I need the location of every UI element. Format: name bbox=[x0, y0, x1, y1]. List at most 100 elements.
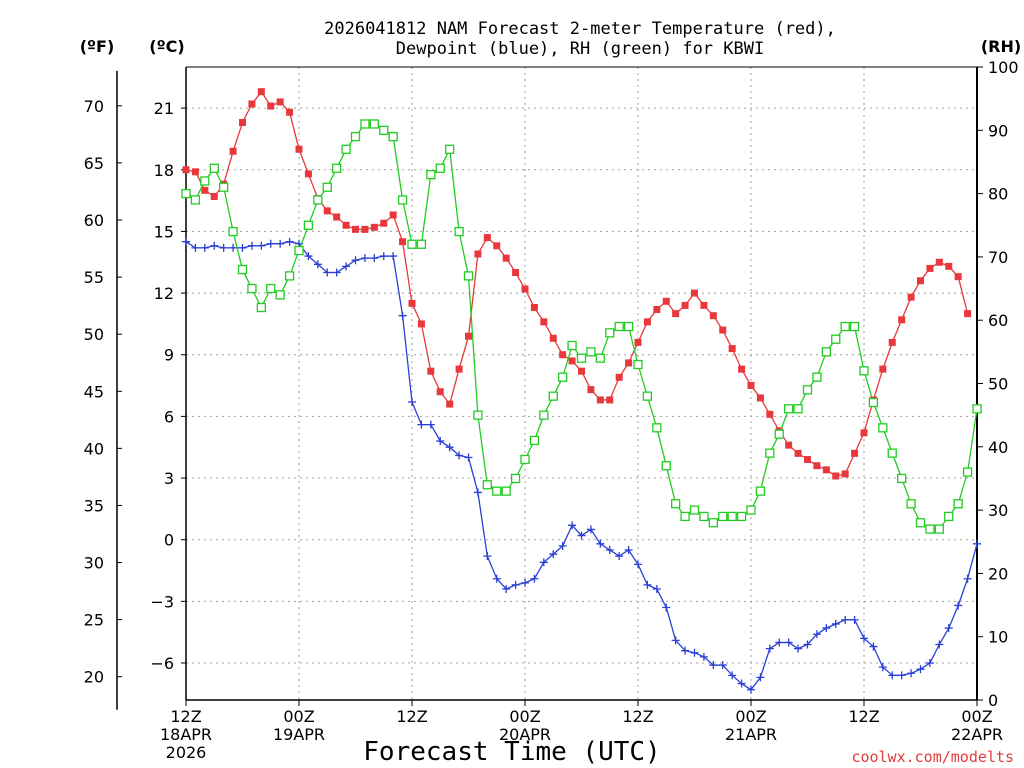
celsius-unit-label: (ºC) bbox=[149, 37, 184, 56]
celsius-tick-label-0: 21 bbox=[154, 99, 174, 118]
rh-point-33 bbox=[492, 486, 502, 496]
temperature-point-71 bbox=[851, 449, 859, 457]
dewpoint-point-37 bbox=[530, 574, 539, 583]
rh-point-47 bbox=[623, 321, 634, 332]
dewpoint-point-77 bbox=[907, 669, 916, 678]
temperature-point-78 bbox=[917, 277, 924, 285]
fahrenheit-tick-label-5: 45 bbox=[84, 382, 104, 401]
temperature-point-81 bbox=[945, 262, 953, 270]
temperature-point-55 bbox=[700, 301, 708, 309]
temperature-point-17 bbox=[342, 221, 350, 229]
rh-point-1 bbox=[190, 195, 201, 205]
temperature-point-68 bbox=[822, 466, 830, 474]
rh-point-39 bbox=[548, 391, 558, 401]
celsius-tick-label-2: 15 bbox=[154, 222, 174, 241]
temperature-point-16 bbox=[333, 213, 341, 221]
dewpoint-point-41 bbox=[568, 521, 577, 530]
fahrenheit-tick-label-10: 20 bbox=[84, 668, 104, 687]
rh-point-28 bbox=[445, 144, 455, 154]
temperature-point-57 bbox=[719, 326, 727, 334]
temperature-point-59 bbox=[738, 365, 746, 373]
temperature-point-70 bbox=[841, 470, 849, 478]
x-tick-label-1-1: 19APR bbox=[273, 725, 325, 744]
temperature-point-34 bbox=[502, 254, 510, 262]
dewpoint-point-60 bbox=[747, 685, 755, 694]
rh-point-40 bbox=[558, 372, 568, 382]
dewpoint-point-67 bbox=[812, 630, 821, 639]
dewpoint-point-20 bbox=[370, 254, 379, 263]
dewpoint-point-1 bbox=[191, 243, 200, 252]
celsius-tick-label-5: 6 bbox=[164, 407, 174, 426]
dewpoint-point-49 bbox=[643, 580, 652, 589]
rh-point-43 bbox=[586, 347, 596, 357]
dewpoint-point-64 bbox=[784, 638, 793, 647]
temperature-point-53 bbox=[681, 301, 689, 309]
dewpoint-line bbox=[185, 241, 978, 691]
temperature-point-69 bbox=[832, 472, 840, 480]
dewpoint-point-50 bbox=[652, 585, 661, 594]
rh-point-0 bbox=[181, 188, 191, 199]
dewpoint-point-17 bbox=[342, 262, 351, 271]
rh-point-26 bbox=[426, 169, 436, 180]
chart-title: 2026041812 NAM Forecast 2-meter Temperat… bbox=[324, 19, 836, 59]
dewpoint-point-46 bbox=[615, 552, 624, 561]
rh-point-34 bbox=[501, 486, 511, 496]
rh-point-21 bbox=[379, 125, 389, 135]
temperature-point-32 bbox=[483, 234, 491, 242]
temperature-point-23 bbox=[399, 238, 407, 246]
rh-point-37 bbox=[529, 435, 540, 446]
dewpoint-point-45 bbox=[605, 545, 614, 554]
rh-point-16 bbox=[332, 163, 342, 173]
dewpoint-point-30 bbox=[464, 453, 473, 462]
rh-point-27 bbox=[435, 163, 445, 173]
temperature-point-66 bbox=[804, 456, 811, 464]
rh-point-24 bbox=[407, 239, 417, 249]
temperature-point-76 bbox=[898, 316, 906, 324]
temperature-series bbox=[182, 88, 972, 480]
temperature-point-82 bbox=[954, 273, 962, 281]
temperature-point-26 bbox=[427, 367, 435, 375]
rh-point-41 bbox=[567, 340, 577, 351]
rh-tick-label-5: 50 bbox=[988, 375, 1008, 394]
dewpoint-point-19 bbox=[360, 254, 369, 263]
temperature-point-9 bbox=[267, 102, 275, 110]
temperature-point-54 bbox=[691, 289, 698, 297]
rh-point-73 bbox=[868, 397, 879, 408]
x-tick-label-0-0: 12Z bbox=[170, 707, 201, 726]
dewpoint-point-29 bbox=[455, 451, 464, 460]
temperature-point-40 bbox=[559, 351, 567, 359]
dewpoint-point-82 bbox=[954, 601, 963, 610]
temperature-point-8 bbox=[257, 88, 265, 96]
celsius-tick-label-3: 12 bbox=[154, 284, 174, 303]
rh-point-50 bbox=[652, 423, 662, 433]
dewpoint-point-36 bbox=[521, 578, 529, 587]
temperature-point-56 bbox=[709, 312, 717, 320]
temperature-point-15 bbox=[323, 207, 331, 215]
rh-point-64 bbox=[784, 404, 794, 414]
temperature-point-37 bbox=[530, 303, 538, 311]
rh-point-77 bbox=[906, 499, 916, 509]
rh-point-3 bbox=[209, 163, 219, 173]
celsius-tick-label-8: −3 bbox=[150, 592, 174, 611]
dewpoint-point-18 bbox=[351, 256, 360, 265]
dewpoint-point-52 bbox=[671, 636, 680, 645]
rh-point-31 bbox=[473, 410, 483, 420]
temperature-point-21 bbox=[380, 219, 388, 227]
temperature-point-6 bbox=[239, 118, 246, 126]
temperature-point-28 bbox=[446, 400, 454, 408]
temperature-point-30 bbox=[465, 332, 472, 340]
rh-point-8 bbox=[256, 302, 266, 313]
dewpoint-point-27 bbox=[436, 437, 445, 446]
dewpoint-point-14 bbox=[313, 260, 322, 269]
rh-point-59 bbox=[736, 511, 747, 522]
temperature-point-39 bbox=[549, 334, 557, 342]
temperature-point-46 bbox=[615, 373, 623, 381]
rh-point-13 bbox=[303, 220, 314, 230]
rh-point-49 bbox=[642, 391, 653, 401]
x-axis-title: Forecast Time (UTC) bbox=[363, 737, 660, 767]
tick-labels: 7065605550454035302520211815129630−3−610… bbox=[84, 58, 1019, 762]
rh-tick-label-0: 100 bbox=[988, 58, 1019, 77]
rh-point-56 bbox=[708, 518, 718, 528]
dewpoint-point-81 bbox=[944, 624, 953, 633]
rh-tick-label-1: 90 bbox=[988, 121, 1008, 140]
